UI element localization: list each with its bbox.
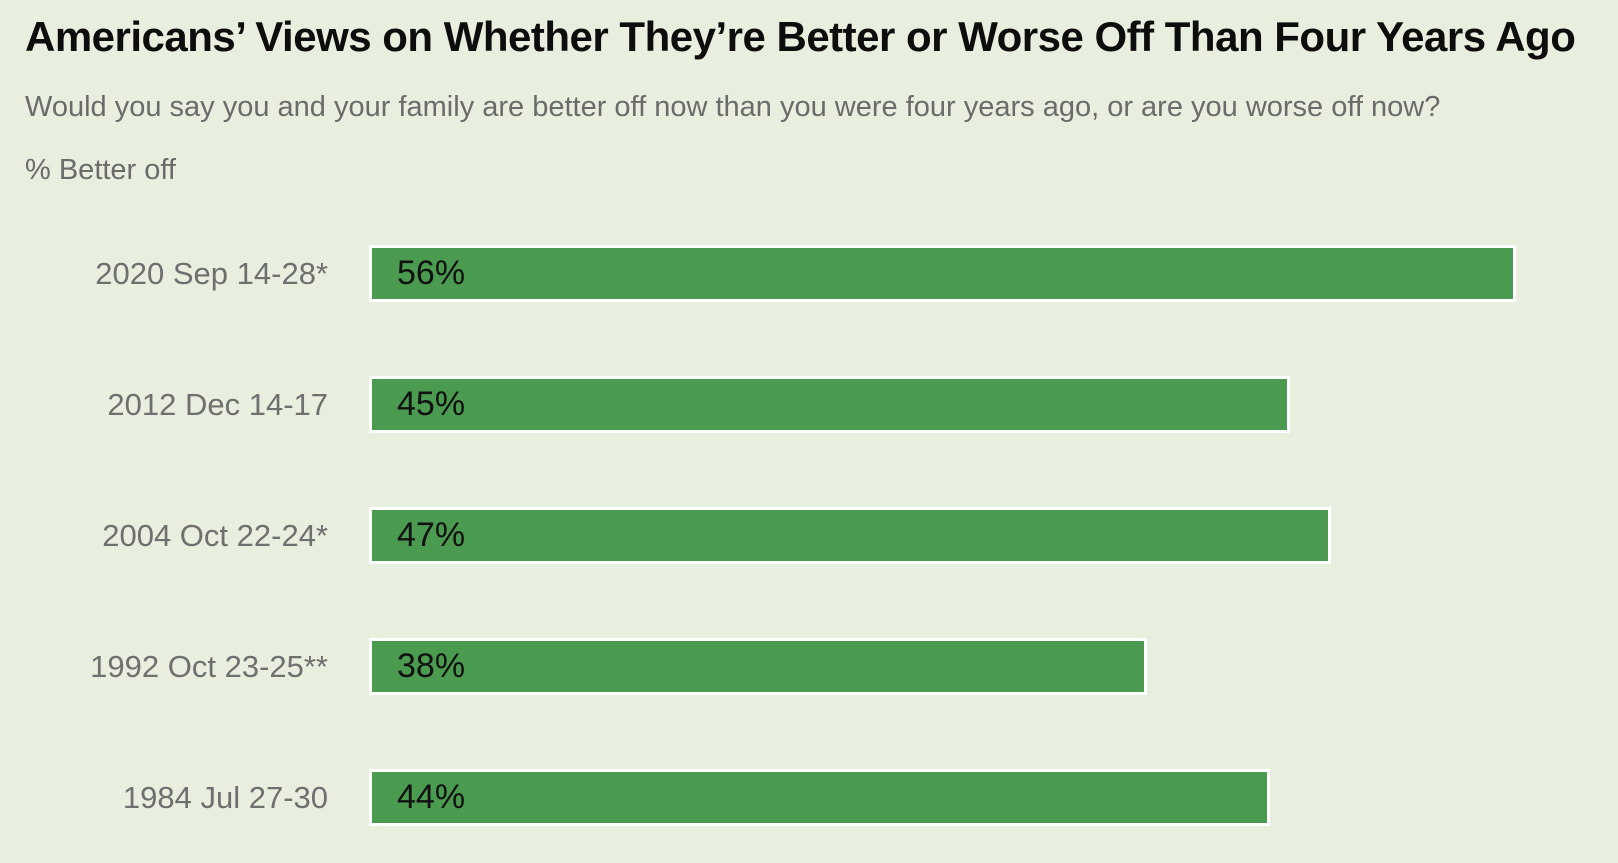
chart-subtitle: Would you say you and your family are be… <box>25 91 1441 124</box>
bar: 47% <box>369 507 1332 565</box>
bar-row: 1992 Oct 23-25** 38% <box>0 601 1618 732</box>
bar-value-label: 44% <box>397 778 466 817</box>
category-label: 2020 Sep 14-28* <box>95 255 328 291</box>
bar-row: 2020 Sep 14-28* 56% <box>0 208 1618 339</box>
bar-value-label: 45% <box>397 385 466 424</box>
bar-value-label: 47% <box>397 516 466 555</box>
bar-track: 38% <box>369 638 1618 696</box>
bar-value-label: 38% <box>397 647 466 686</box>
bar-track: 47% <box>369 507 1618 565</box>
bar-row: 2012 Dec 14-17 45% <box>0 339 1618 470</box>
bar-value-label: 56% <box>397 254 466 293</box>
category-label: 1992 Oct 23-25** <box>90 648 328 684</box>
category-label: 2012 Dec 14-17 <box>107 386 328 422</box>
series-label: % Better off <box>25 154 176 187</box>
chart-title: Americans’ Views on Whether They’re Bett… <box>25 13 1576 60</box>
category-label: 1984 Jul 27-30 <box>122 779 328 815</box>
bar-row: 2004 Oct 22-24* 47% <box>0 470 1618 601</box>
bar: 45% <box>369 376 1291 434</box>
bar-rows: 2020 Sep 14-28* 56% 2012 Dec 14-17 45% 2004 … <box>0 208 1618 863</box>
bar-track: 56% <box>369 245 1618 303</box>
bar: 38% <box>369 638 1148 696</box>
bar-track: 45% <box>369 376 1618 434</box>
bar-track: 44% <box>369 769 1618 827</box>
bar-row: 1984 Jul 27-30 44% <box>0 732 1618 863</box>
category-label: 2004 Oct 22-24* <box>102 517 328 553</box>
bar: 56% <box>369 245 1516 303</box>
chart-card: Americans’ Views on Whether They’re Bett… <box>0 13 1618 854</box>
bar: 44% <box>369 769 1270 827</box>
